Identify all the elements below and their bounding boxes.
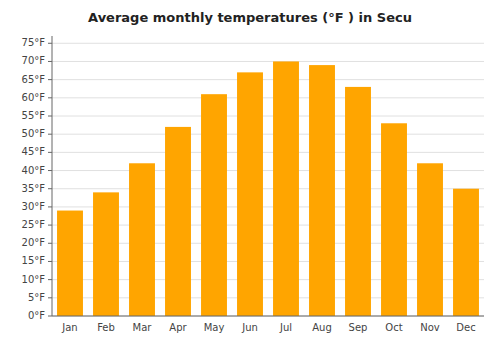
- y-tick-label: 35°F: [22, 183, 46, 194]
- y-tick-label: 65°F: [22, 74, 46, 85]
- y-tick-label: 70°F: [22, 55, 46, 66]
- x-axis-line: [52, 316, 484, 317]
- x-tick-label: Sep: [349, 322, 368, 333]
- x-tick-label: Aug: [312, 322, 332, 333]
- y-tick: [48, 261, 52, 262]
- grid-line: [52, 134, 484, 135]
- bar: [201, 94, 227, 316]
- y-tick: [48, 243, 52, 244]
- grid-line: [52, 79, 484, 80]
- x-tick-label: Feb: [97, 322, 115, 333]
- bar: [417, 163, 443, 316]
- bars: [57, 61, 479, 316]
- x-tick-label: Oct: [385, 322, 402, 333]
- bar: [273, 61, 299, 316]
- chart-container: 0°F 5°F 10°F 15°F 20°F 25°F 30°F 35°F 40°F 45°F 50…: [0, 0, 500, 350]
- y-tick-label: 60°F: [22, 92, 46, 103]
- x-tick-label: Apr: [169, 322, 187, 333]
- y-tick-label: 0°F: [28, 310, 45, 321]
- y-tick-label: 55°F: [22, 110, 46, 121]
- title: Average monthly temperatures (°F ) in Se…: [88, 10, 412, 25]
- grid-line: [52, 116, 484, 117]
- bar: [237, 72, 263, 316]
- x-tick-label: Jul: [279, 322, 292, 333]
- bar: [309, 65, 335, 316]
- y-tick: [48, 61, 52, 62]
- y-axis-line: [52, 36, 53, 316]
- bar: [57, 211, 83, 316]
- bar: [453, 189, 479, 316]
- y-tick-label: 45°F: [22, 146, 46, 157]
- y-tick: [48, 152, 52, 153]
- grid-line: [52, 61, 484, 62]
- bar: [93, 192, 119, 316]
- x-tick-label: Nov: [420, 322, 440, 333]
- bar: [381, 123, 407, 316]
- y-tick-label: 25°F: [22, 219, 46, 230]
- y-tick: [48, 279, 52, 280]
- x-tick-label: Dec: [456, 322, 475, 333]
- bar: [165, 127, 191, 316]
- y-tick: [48, 134, 52, 135]
- grid-line: [52, 152, 484, 153]
- y-tick: [48, 297, 52, 298]
- y-tick-label: 30°F: [22, 201, 46, 212]
- y-tick: [48, 43, 52, 44]
- grid-line: [52, 97, 484, 98]
- chart-svg: 0°F 5°F 10°F 15°F 20°F 25°F 30°F 35°F 40°F 45°F 50…: [0, 0, 500, 350]
- y-tick: [48, 206, 52, 207]
- y-tick-label: 5°F: [28, 292, 45, 303]
- grid-line: [52, 316, 484, 317]
- y-tick: [48, 97, 52, 98]
- grid: [52, 43, 484, 316]
- x-tick-label: Jun: [241, 322, 258, 333]
- grid-line: [52, 43, 484, 44]
- bar: [129, 163, 155, 316]
- y-tick: [48, 188, 52, 189]
- x-axis: Jan Feb Mar Apr May Jun Jul Aug Sep Oct Nov Dec: [52, 316, 484, 333]
- y-tick-label: 40°F: [22, 165, 46, 176]
- y-tick: [48, 116, 52, 117]
- x-tick-label: Jan: [61, 322, 77, 333]
- y-tick: [48, 225, 52, 226]
- y-tick-label: 20°F: [22, 237, 46, 248]
- x-tick-label: May: [204, 322, 225, 333]
- y-tick-label: 10°F: [22, 274, 46, 285]
- x-tick-label: Mar: [133, 322, 153, 333]
- y-axis: 0°F 5°F 10°F 15°F 20°F 25°F 30°F 35°F 40°F 45°F 50…: [22, 36, 52, 321]
- y-tick: [48, 79, 52, 80]
- y-tick-label: 15°F: [22, 255, 46, 266]
- bar: [345, 87, 371, 316]
- y-tick: [48, 170, 52, 171]
- y-tick: [48, 316, 52, 317]
- y-tick-label: 50°F: [22, 128, 46, 139]
- y-tick-label: 75°F: [22, 37, 46, 48]
